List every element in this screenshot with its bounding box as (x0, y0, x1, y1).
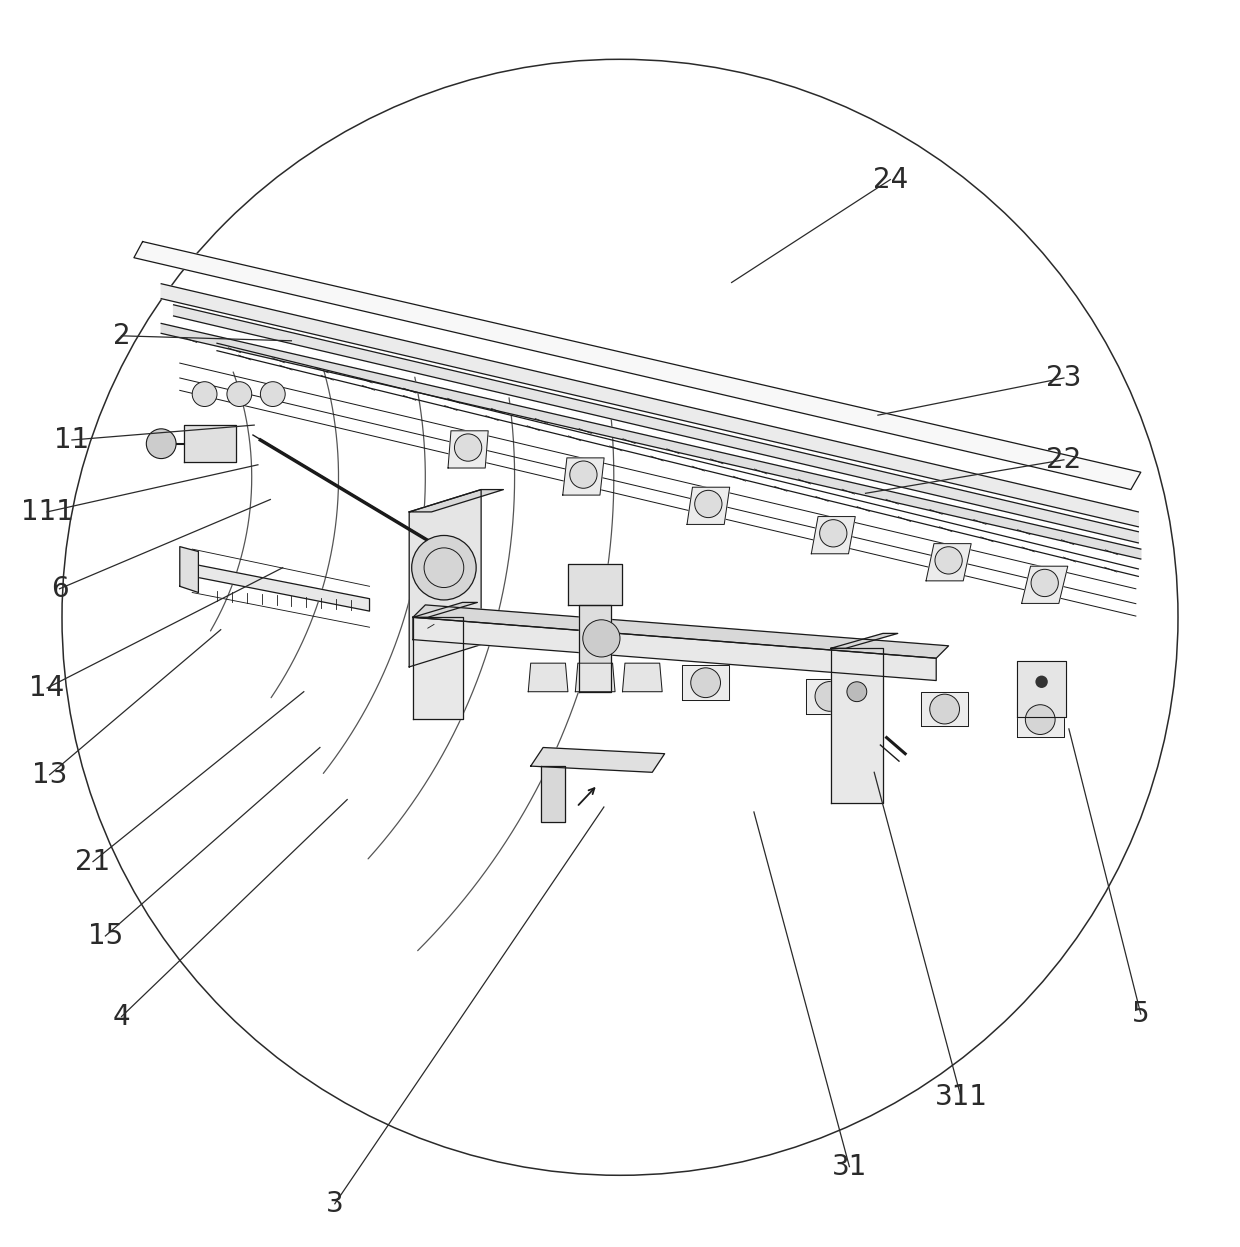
Text: 111: 111 (21, 498, 73, 526)
Text: 11: 11 (55, 426, 89, 454)
Circle shape (1025, 705, 1055, 734)
Circle shape (227, 382, 252, 407)
Polygon shape (811, 516, 856, 554)
Polygon shape (180, 561, 370, 611)
Circle shape (192, 382, 217, 407)
Polygon shape (831, 648, 883, 803)
Circle shape (930, 695, 960, 725)
Polygon shape (528, 663, 568, 692)
Polygon shape (134, 242, 1141, 490)
Polygon shape (413, 605, 949, 658)
Polygon shape (184, 425, 236, 463)
Circle shape (570, 461, 598, 489)
Circle shape (412, 535, 476, 600)
Polygon shape (575, 663, 615, 692)
Polygon shape (161, 284, 1138, 526)
Circle shape (583, 620, 620, 657)
Polygon shape (413, 602, 477, 617)
Text: 2: 2 (113, 322, 130, 350)
Polygon shape (413, 617, 463, 720)
Polygon shape (568, 564, 622, 605)
Circle shape (454, 434, 481, 461)
Circle shape (694, 490, 722, 518)
Text: 15: 15 (88, 922, 123, 950)
Text: 6: 6 (51, 575, 68, 602)
Polygon shape (448, 430, 489, 468)
Text: 23: 23 (1047, 364, 1081, 392)
Polygon shape (687, 488, 729, 525)
Polygon shape (579, 605, 611, 692)
Polygon shape (1017, 702, 1064, 737)
Text: 5: 5 (1132, 1000, 1149, 1028)
Polygon shape (541, 766, 565, 822)
Circle shape (260, 382, 285, 407)
Circle shape (847, 682, 867, 702)
Polygon shape (806, 680, 853, 713)
Polygon shape (413, 617, 936, 681)
Text: 3: 3 (326, 1190, 343, 1218)
Polygon shape (622, 663, 662, 692)
Text: 22: 22 (1047, 446, 1081, 474)
Text: 13: 13 (32, 761, 67, 789)
Circle shape (146, 429, 176, 459)
Polygon shape (180, 546, 198, 592)
Polygon shape (926, 544, 971, 581)
Text: 4: 4 (113, 1003, 130, 1030)
Text: 31: 31 (832, 1152, 867, 1181)
Text: 24: 24 (873, 166, 908, 193)
Circle shape (820, 520, 847, 547)
Circle shape (935, 546, 962, 574)
Polygon shape (1017, 661, 1066, 717)
Polygon shape (409, 490, 481, 667)
Text: 21: 21 (76, 848, 110, 875)
Polygon shape (682, 666, 729, 700)
Text: 14: 14 (30, 673, 64, 702)
Polygon shape (531, 747, 665, 772)
Circle shape (1035, 676, 1048, 688)
Polygon shape (563, 458, 604, 495)
Polygon shape (409, 490, 503, 513)
Circle shape (1032, 570, 1059, 596)
Circle shape (691, 668, 720, 697)
Text: 311: 311 (935, 1084, 987, 1111)
Polygon shape (1022, 566, 1068, 604)
Circle shape (815, 682, 844, 711)
Polygon shape (161, 323, 1141, 559)
Polygon shape (831, 633, 898, 648)
Polygon shape (921, 692, 968, 727)
Polygon shape (174, 304, 1138, 542)
